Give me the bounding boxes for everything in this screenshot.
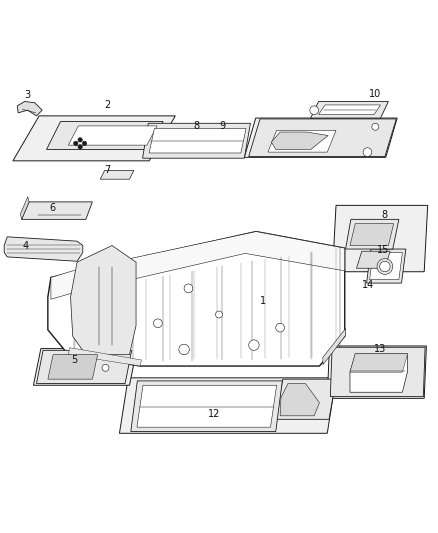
Polygon shape <box>244 118 397 157</box>
Text: 2: 2 <box>105 100 111 110</box>
Polygon shape <box>46 122 163 149</box>
Polygon shape <box>346 220 399 249</box>
Polygon shape <box>48 231 345 366</box>
Polygon shape <box>36 350 132 384</box>
Polygon shape <box>33 349 137 385</box>
Polygon shape <box>367 249 406 283</box>
Polygon shape <box>327 346 426 398</box>
Polygon shape <box>318 105 381 115</box>
Polygon shape <box>51 231 345 299</box>
Text: 14: 14 <box>362 280 374 290</box>
Circle shape <box>380 261 390 272</box>
Circle shape <box>78 144 82 149</box>
Polygon shape <box>350 354 408 392</box>
Circle shape <box>78 138 82 142</box>
Polygon shape <box>188 411 223 424</box>
Text: 8: 8 <box>382 210 388 220</box>
Polygon shape <box>370 253 403 280</box>
Polygon shape <box>17 101 42 116</box>
Polygon shape <box>311 101 389 118</box>
Circle shape <box>377 259 393 274</box>
Polygon shape <box>20 197 29 220</box>
Text: 3: 3 <box>24 91 30 100</box>
Circle shape <box>82 141 87 146</box>
Polygon shape <box>120 378 336 433</box>
Polygon shape <box>68 126 157 145</box>
Polygon shape <box>4 237 83 261</box>
Polygon shape <box>131 381 283 432</box>
Circle shape <box>179 344 189 354</box>
Text: 5: 5 <box>71 356 77 365</box>
Text: 6: 6 <box>49 203 55 213</box>
Circle shape <box>153 319 162 328</box>
Polygon shape <box>48 354 98 379</box>
Polygon shape <box>330 348 425 397</box>
Circle shape <box>276 323 285 332</box>
Polygon shape <box>249 119 396 157</box>
Polygon shape <box>332 205 427 272</box>
Circle shape <box>215 311 223 318</box>
Polygon shape <box>272 132 328 149</box>
Text: 7: 7 <box>105 165 111 175</box>
Polygon shape <box>21 202 92 220</box>
Polygon shape <box>71 246 136 354</box>
Text: 9: 9 <box>219 121 226 131</box>
Circle shape <box>74 141 78 146</box>
Polygon shape <box>357 251 390 268</box>
Polygon shape <box>280 384 319 416</box>
Polygon shape <box>350 354 408 372</box>
Polygon shape <box>143 123 251 158</box>
Polygon shape <box>137 385 277 427</box>
Circle shape <box>372 123 379 130</box>
Text: 1: 1 <box>260 296 266 306</box>
Polygon shape <box>350 224 394 246</box>
Polygon shape <box>276 379 336 419</box>
Polygon shape <box>68 348 141 366</box>
Text: 8: 8 <box>193 121 199 131</box>
Text: 12: 12 <box>208 409 220 419</box>
Circle shape <box>184 284 193 293</box>
Polygon shape <box>323 328 346 365</box>
Polygon shape <box>100 171 134 179</box>
Circle shape <box>363 148 372 157</box>
Text: 4: 4 <box>23 240 29 251</box>
Text: 13: 13 <box>374 344 387 354</box>
Text: 10: 10 <box>369 89 381 99</box>
Text: 15: 15 <box>377 245 389 255</box>
Polygon shape <box>268 130 336 152</box>
Circle shape <box>102 364 109 372</box>
Circle shape <box>249 340 259 350</box>
Polygon shape <box>13 116 175 161</box>
Circle shape <box>310 106 318 115</box>
Polygon shape <box>149 128 246 153</box>
